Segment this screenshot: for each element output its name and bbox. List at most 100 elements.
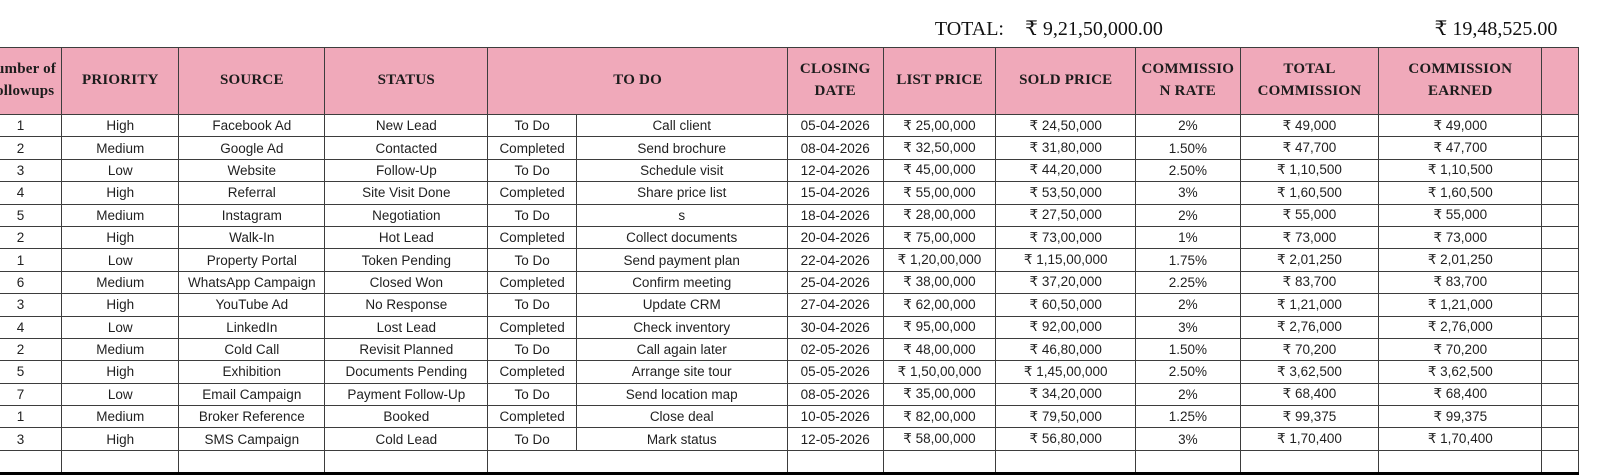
empty-cell[interactable] <box>1541 449 1579 475</box>
cell-total-commission[interactable]: ₹ 49,000 <box>1239 113 1380 138</box>
cell-todo-status[interactable]: Completed <box>487 136 577 160</box>
cell-total-commission[interactable]: ₹ 1,60,500 <box>1239 181 1380 205</box>
cell-status[interactable]: Site Visit Done <box>324 181 489 205</box>
cell-list-price[interactable]: ₹ 82,00,000 <box>882 405 997 429</box>
cell-commission-earned[interactable]: ₹ 83,700 <box>1378 270 1543 295</box>
cell-total-commission[interactable]: ₹ 2,01,250 <box>1239 248 1380 272</box>
cell-closing-date[interactable]: 08-05-2026 <box>786 382 884 407</box>
cell-list-price[interactable]: ₹ 1,20,00,000 <box>882 248 997 272</box>
cell-priority[interactable]: Medium <box>61 136 180 160</box>
cell-followups[interactable]: 3 <box>0 427 63 451</box>
cell-extra-column[interactable] <box>1541 293 1579 317</box>
cell-closing-date[interactable]: 18-04-2026 <box>786 203 884 227</box>
cell-commission-earned[interactable]: ₹ 55,000 <box>1378 203 1543 227</box>
cell-source[interactable]: Instagram <box>178 203 326 227</box>
cell-commission-rate[interactable]: 3% <box>1135 427 1241 451</box>
cell-extra-column[interactable] <box>1541 427 1579 451</box>
cell-todo-task[interactable]: Send location map <box>575 382 788 407</box>
cell-commission-earned[interactable]: ₹ 99,375 <box>1378 405 1543 429</box>
cell-source[interactable]: Broker Reference <box>178 405 326 429</box>
cell-source[interactable]: Email Campaign <box>178 382 326 407</box>
cell-commission-earned[interactable]: ₹ 1,21,000 <box>1378 293 1543 317</box>
cell-commission-rate[interactable]: 2% <box>1135 293 1241 317</box>
header-sold-price[interactable]: SOLD PRICE <box>995 47 1137 115</box>
cell-todo-status[interactable]: Completed <box>487 315 577 339</box>
cell-source[interactable]: Exhibition <box>178 360 326 384</box>
cell-closing-date[interactable]: 05-04-2026 <box>786 113 884 138</box>
cell-status[interactable]: Cold Lead <box>324 427 489 451</box>
cell-list-price[interactable]: ₹ 38,00,000 <box>882 270 997 295</box>
cell-total-commission[interactable]: ₹ 55,000 <box>1239 203 1380 227</box>
cell-status[interactable]: Contacted <box>324 136 489 160</box>
cell-commission-rate[interactable]: 2.50% <box>1135 158 1241 183</box>
cell-source[interactable]: Property Portal <box>178 248 326 272</box>
cell-sold-price[interactable]: ₹ 1,15,00,000 <box>995 248 1137 272</box>
cell-todo-task[interactable]: Share price list <box>575 181 788 205</box>
cell-total-commission[interactable]: ₹ 73,000 <box>1239 225 1380 250</box>
cell-total-commission[interactable]: ₹ 2,76,000 <box>1239 315 1380 339</box>
cell-status[interactable]: Lost Lead <box>324 315 489 339</box>
cell-extra-column[interactable] <box>1541 337 1579 362</box>
cell-extra-column[interactable] <box>1541 405 1579 429</box>
cell-followups[interactable]: 2 <box>0 337 63 362</box>
cell-extra-column[interactable] <box>1541 382 1579 407</box>
cell-source[interactable]: YouTube Ad <box>178 293 326 317</box>
cell-todo-status[interactable]: To Do <box>487 337 577 362</box>
header-todo[interactable]: TO DO <box>487 47 788 115</box>
total-commission-earned[interactable]: ₹ 19,48,525.00 <box>1434 18 1558 40</box>
cell-source[interactable]: Google Ad <box>178 136 326 160</box>
cell-todo-task[interactable]: Check inventory <box>575 315 788 339</box>
cell-closing-date[interactable]: 12-05-2026 <box>786 427 884 451</box>
header-total-commission[interactable]: TOTAL COMMISSION <box>1239 47 1380 115</box>
header-closing-date[interactable]: CLOSING DATE <box>786 47 884 115</box>
empty-cell[interactable] <box>0 449 63 475</box>
cell-todo-status[interactable]: To Do <box>487 203 577 227</box>
cell-status[interactable]: Token Pending <box>324 248 489 272</box>
cell-todo-task[interactable]: Update CRM <box>575 293 788 317</box>
cell-sold-price[interactable]: ₹ 60,50,000 <box>995 293 1137 317</box>
cell-todo-task[interactable]: Arrange site tour <box>575 360 788 384</box>
cell-list-price[interactable]: ₹ 58,00,000 <box>882 427 997 451</box>
cell-todo-status[interactable]: Completed <box>487 360 577 384</box>
cell-total-commission[interactable]: ₹ 3,62,500 <box>1239 360 1380 384</box>
cell-sold-price[interactable]: ₹ 31,80,000 <box>995 136 1137 160</box>
cell-total-commission[interactable]: ₹ 1,10,500 <box>1239 158 1380 183</box>
header-commission-rate[interactable]: COMMISSIO N RATE <box>1135 47 1241 115</box>
cell-source[interactable]: LinkedIn <box>178 315 326 339</box>
empty-cell[interactable] <box>1239 449 1380 475</box>
cell-commission-rate[interactable]: 1.50% <box>1135 136 1241 160</box>
cell-todo-task[interactable]: Collect documents <box>575 225 788 250</box>
cell-followups[interactable]: 2 <box>0 225 63 250</box>
cell-sold-price[interactable]: ₹ 46,80,000 <box>995 337 1137 362</box>
cell-commission-rate[interactable]: 1% <box>1135 225 1241 250</box>
cell-commission-earned[interactable]: ₹ 1,70,400 <box>1378 427 1543 451</box>
cell-followups[interactable]: 6 <box>0 270 63 295</box>
cell-commission-rate[interactable]: 2% <box>1135 382 1241 407</box>
cell-commission-earned[interactable]: ₹ 2,01,250 <box>1378 248 1543 272</box>
cell-total-commission[interactable]: ₹ 1,70,400 <box>1239 427 1380 451</box>
cell-todo-status[interactable]: To Do <box>487 427 577 451</box>
empty-cell[interactable] <box>1378 449 1543 475</box>
cell-followups[interactable]: 3 <box>0 293 63 317</box>
cell-list-price[interactable]: ₹ 1,50,00,000 <box>882 360 997 384</box>
cell-status[interactable]: New Lead <box>324 113 489 138</box>
cell-priority[interactable]: Low <box>61 382 180 407</box>
cell-todo-task[interactable]: Call client <box>575 113 788 138</box>
cell-commission-rate[interactable]: 2% <box>1135 203 1241 227</box>
cell-followups[interactable]: 1 <box>0 248 63 272</box>
cell-extra-column[interactable] <box>1541 158 1579 183</box>
cell-closing-date[interactable]: 22-04-2026 <box>786 248 884 272</box>
cell-sold-price[interactable]: ₹ 24,50,000 <box>995 113 1137 138</box>
cell-extra-column[interactable] <box>1541 270 1579 295</box>
cell-todo-status[interactable]: Completed <box>487 225 577 250</box>
cell-priority[interactable]: Low <box>61 315 180 339</box>
cell-closing-date[interactable]: 30-04-2026 <box>786 315 884 339</box>
cell-status[interactable]: No Response <box>324 293 489 317</box>
cell-total-commission[interactable]: ₹ 99,375 <box>1239 405 1380 429</box>
cell-priority[interactable]: Medium <box>61 337 180 362</box>
cell-status[interactable]: Hot Lead <box>324 225 489 250</box>
cell-total-commission[interactable]: ₹ 68,400 <box>1239 382 1380 407</box>
cell-sold-price[interactable]: ₹ 1,45,00,000 <box>995 360 1137 384</box>
empty-cell[interactable] <box>61 449 180 475</box>
cell-todo-task[interactable]: Schedule visit <box>575 158 788 183</box>
